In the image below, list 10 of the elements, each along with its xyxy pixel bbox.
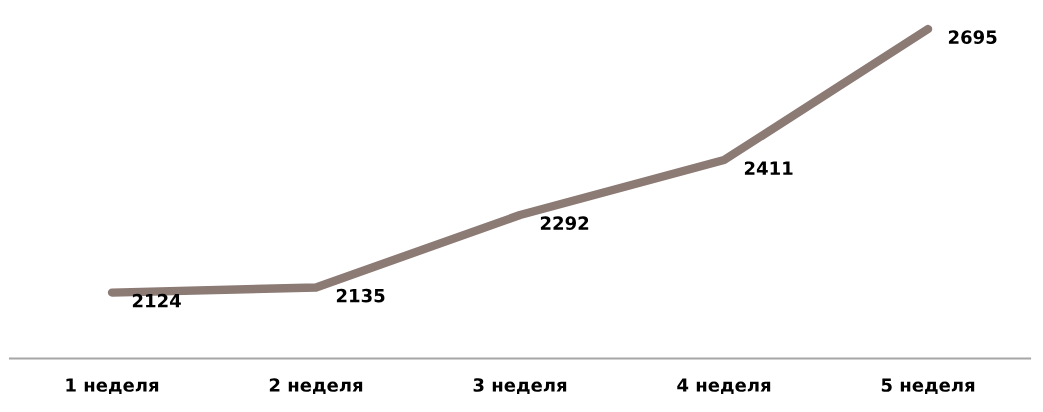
data-label: 2292 bbox=[540, 216, 589, 230]
x-tick-label: 1 неделя bbox=[66, 378, 159, 395]
x-tick-label: 3 неделя bbox=[473, 378, 567, 395]
data-label: 2695 bbox=[948, 30, 997, 44]
data-label: 2411 bbox=[744, 161, 793, 175]
x-tick-label: 5 неделя bbox=[881, 378, 975, 395]
x-tick-label: 2 неделя bbox=[269, 378, 363, 395]
data-label: 2135 bbox=[336, 288, 385, 303]
x-tick-label: 4 неделя bbox=[677, 378, 771, 395]
data-label: 2124 bbox=[132, 293, 181, 308]
